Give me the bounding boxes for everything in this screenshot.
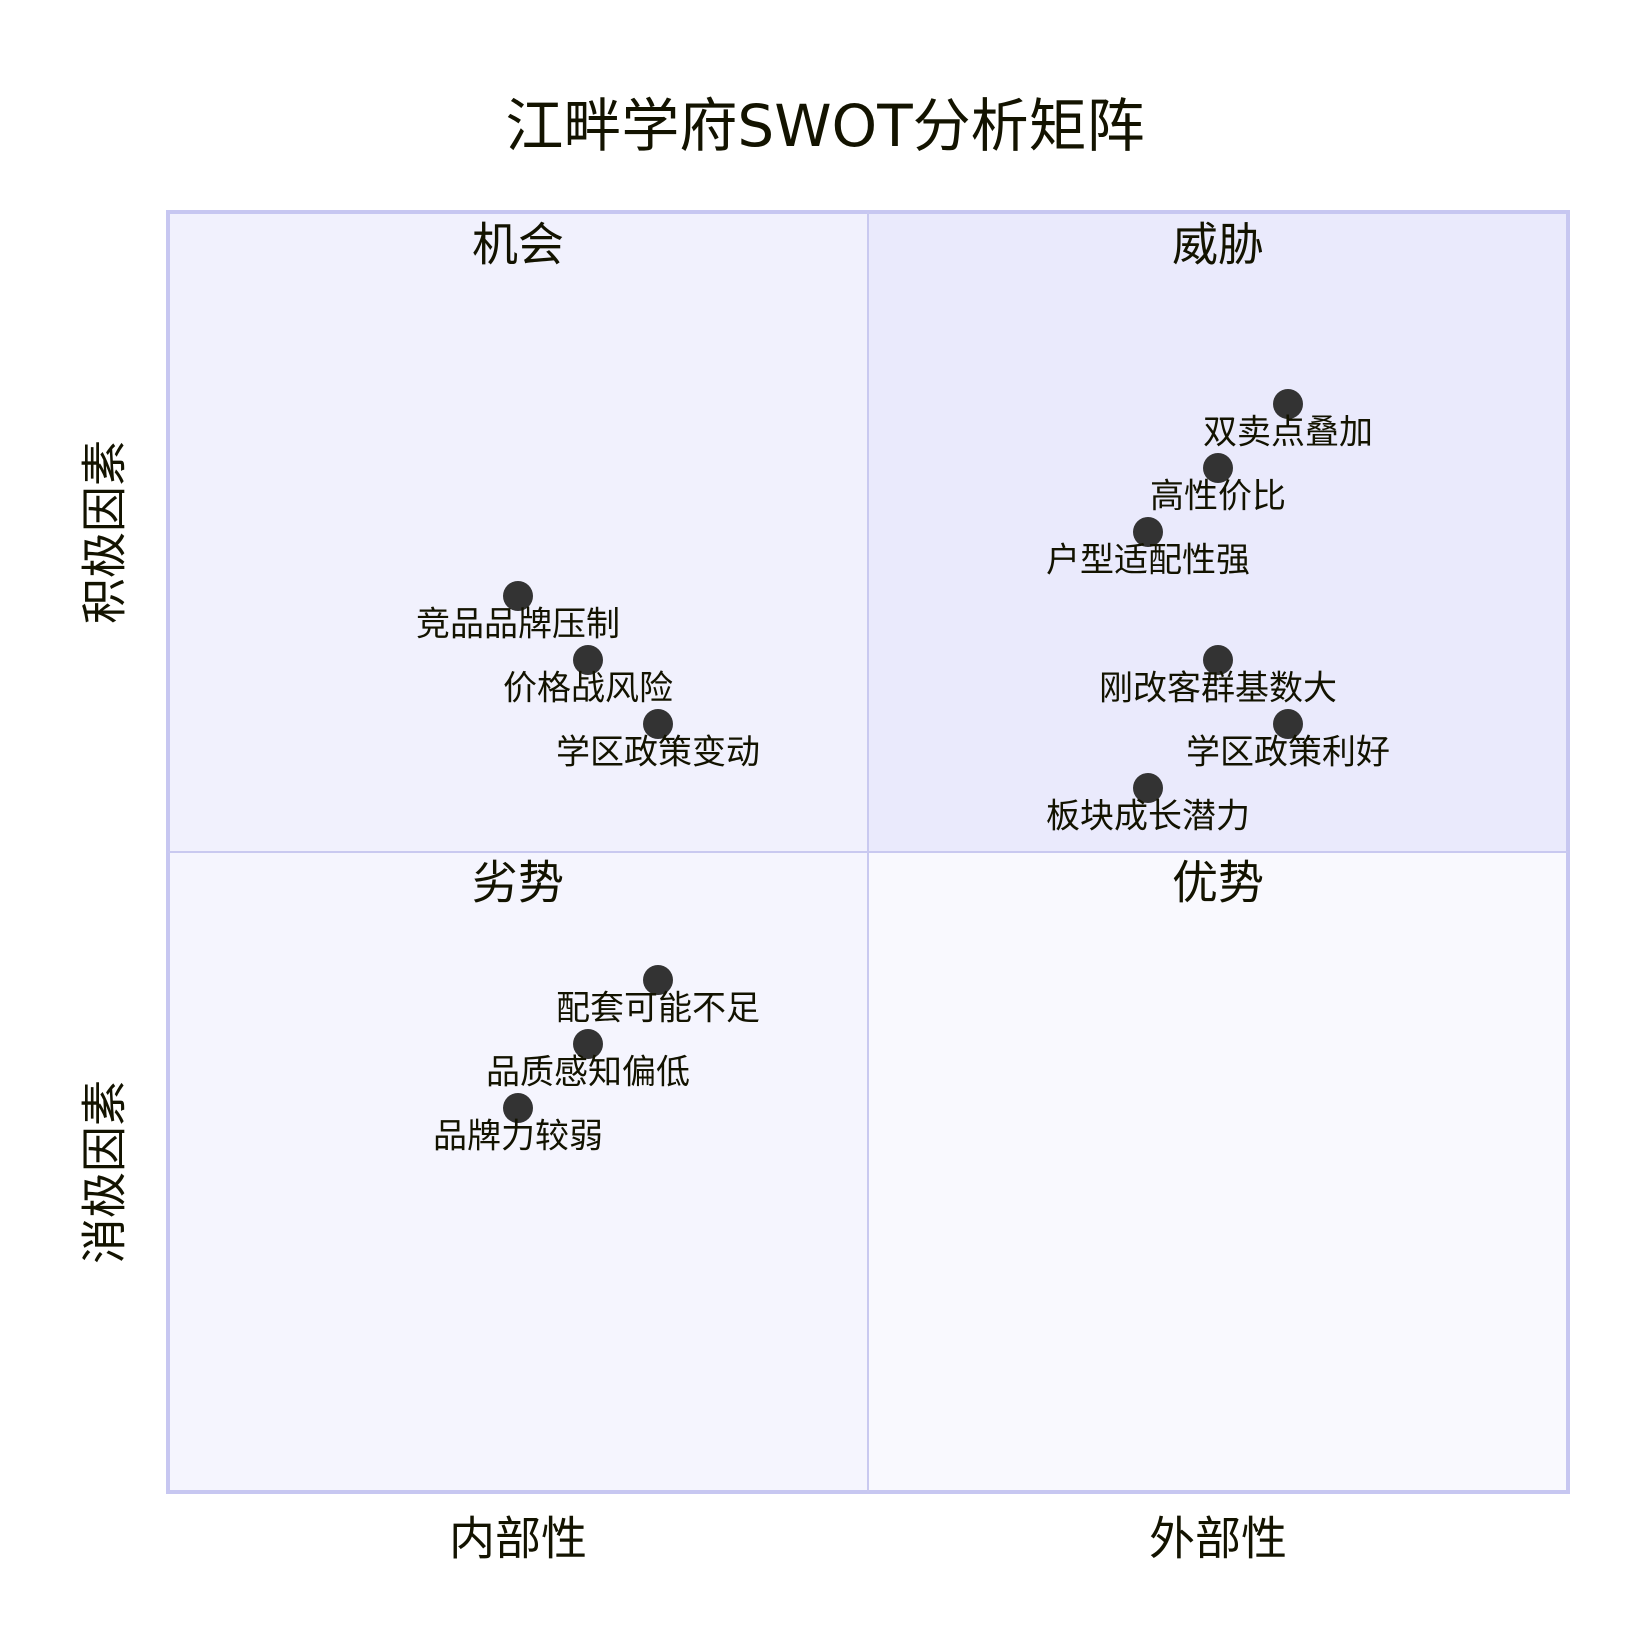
data-point-marker xyxy=(1273,389,1303,419)
data-point-label: 板块成长潜力 xyxy=(1046,797,1250,837)
data-point-label: 高性价比 xyxy=(1150,477,1286,517)
data-point-group: 品牌力较弱 xyxy=(433,1093,603,1157)
quadrant-label-threat: 威胁 xyxy=(1172,218,1264,272)
data-point-group: 品质感知偏低 xyxy=(486,1029,690,1093)
quadrant-label-strength: 优势 xyxy=(1172,856,1264,910)
quadrants xyxy=(168,212,1568,1492)
data-point-marker xyxy=(1133,773,1163,803)
x-axis-label-external: 外部性 xyxy=(1149,1512,1287,1566)
x-axis-label-internal: 内部性 xyxy=(449,1512,587,1566)
data-point-label: 配套可能不足 xyxy=(556,989,760,1029)
data-point-group: 户型适配性强 xyxy=(1046,517,1250,581)
data-point-marker xyxy=(1273,709,1303,739)
data-point-group: 双卖点叠加 xyxy=(1203,389,1373,453)
quadrant-bottom-right-bg xyxy=(868,852,1568,1492)
data-point-label: 品牌力较弱 xyxy=(433,1117,603,1157)
data-point-label: 价格战风险 xyxy=(503,669,673,709)
data-point-group: 学区政策变动 xyxy=(556,709,760,773)
data-point-marker xyxy=(503,1093,533,1123)
data-point-group: 竞品品牌压制 xyxy=(416,581,620,645)
quadrant-bottom-left-bg xyxy=(168,852,868,1492)
y-axis-label-positive: 积极因素 xyxy=(78,440,132,624)
data-point-label: 学区政策利好 xyxy=(1186,733,1390,773)
data-point-marker xyxy=(503,581,533,611)
data-point-group: 刚改客群基数大 xyxy=(1099,645,1337,709)
data-point-marker xyxy=(1133,517,1163,547)
data-point-marker xyxy=(573,1029,603,1059)
data-point-label: 双卖点叠加 xyxy=(1203,413,1373,453)
quadrant-top-left-bg xyxy=(168,212,868,852)
y-axis-label-negative: 消极因素 xyxy=(78,1080,132,1264)
data-point-marker xyxy=(1203,645,1233,675)
quadrant-top-right-bg xyxy=(868,212,1568,852)
data-point-group: 学区政策利好 xyxy=(1186,709,1390,773)
data-point-marker xyxy=(573,645,603,675)
data-point-group: 板块成长潜力 xyxy=(1046,773,1250,837)
chart-title: 江畔学府SWOT分析矩阵 xyxy=(505,92,1144,160)
data-point-group: 高性价比 xyxy=(1150,453,1286,517)
data-point-group: 价格战风险 xyxy=(503,645,673,709)
data-point-label: 刚改客群基数大 xyxy=(1099,669,1337,709)
quadrant-label-opportunity: 机会 xyxy=(472,218,564,272)
data-point-label: 竞品品牌压制 xyxy=(416,605,620,645)
data-point-group: 配套可能不足 xyxy=(556,965,760,1029)
data-point-label: 户型适配性强 xyxy=(1046,541,1250,581)
quadrant-label-weakness: 劣势 xyxy=(472,856,564,910)
data-point-label: 学区政策变动 xyxy=(556,733,760,773)
data-point-marker xyxy=(643,709,673,739)
data-point-marker xyxy=(1203,453,1233,483)
data-point-label: 品质感知偏低 xyxy=(486,1053,690,1093)
data-point-marker xyxy=(643,965,673,995)
